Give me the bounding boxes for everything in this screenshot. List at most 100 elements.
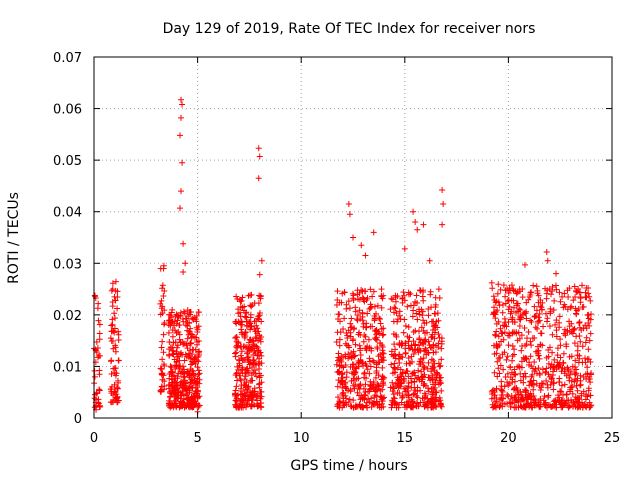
data-point bbox=[380, 403, 387, 410]
data-point bbox=[430, 349, 437, 356]
data-point bbox=[172, 397, 179, 404]
data-point bbox=[535, 398, 542, 405]
data-point bbox=[245, 318, 252, 325]
data-point bbox=[108, 322, 115, 329]
data-point bbox=[167, 344, 174, 351]
data-point bbox=[582, 322, 589, 329]
data-point bbox=[160, 331, 167, 338]
data-point bbox=[400, 329, 407, 336]
data-point bbox=[501, 401, 508, 408]
data-point bbox=[559, 364, 566, 371]
data-point bbox=[374, 345, 381, 352]
data-point bbox=[235, 310, 242, 317]
data-point bbox=[182, 351, 189, 358]
data-point bbox=[416, 361, 423, 368]
data-point bbox=[158, 297, 165, 304]
data-point bbox=[371, 388, 378, 395]
data-point bbox=[489, 404, 496, 411]
data-point bbox=[568, 384, 575, 391]
data-point bbox=[350, 382, 357, 389]
data-point bbox=[586, 322, 593, 329]
data-point bbox=[247, 314, 254, 321]
data-point bbox=[195, 353, 202, 360]
data-point bbox=[577, 338, 584, 345]
data-point bbox=[414, 226, 421, 233]
data-point bbox=[343, 329, 350, 336]
data-point bbox=[357, 345, 364, 352]
data-point bbox=[587, 359, 594, 366]
data-point bbox=[402, 388, 409, 395]
data-point bbox=[238, 297, 245, 304]
data-point bbox=[497, 325, 504, 332]
data-point bbox=[175, 328, 182, 335]
data-point bbox=[111, 329, 118, 336]
data-point bbox=[179, 159, 186, 166]
data-point bbox=[493, 385, 500, 392]
data-point bbox=[391, 395, 398, 402]
data-point bbox=[177, 309, 184, 316]
data-point bbox=[534, 348, 541, 355]
data-point bbox=[346, 305, 353, 312]
data-point bbox=[345, 298, 352, 305]
data-point bbox=[417, 387, 424, 394]
data-point bbox=[249, 337, 256, 344]
data-point bbox=[522, 342, 529, 349]
data-point bbox=[191, 394, 198, 401]
data-point bbox=[159, 282, 166, 289]
data-point bbox=[393, 310, 400, 317]
data-point bbox=[430, 318, 437, 325]
data-point bbox=[498, 391, 505, 398]
data-point bbox=[248, 303, 255, 310]
y-tick-label: 0.01 bbox=[53, 360, 82, 375]
data-point bbox=[178, 378, 185, 385]
data-point bbox=[540, 323, 547, 330]
data-point bbox=[165, 329, 172, 336]
data-point bbox=[509, 357, 516, 364]
data-point bbox=[561, 368, 568, 375]
data-point bbox=[438, 345, 445, 352]
data-point bbox=[345, 399, 352, 406]
data-point bbox=[409, 313, 416, 320]
data-point bbox=[165, 385, 172, 392]
data-point bbox=[174, 375, 181, 382]
data-point bbox=[387, 384, 394, 391]
axis-ticks: 0 0.01 0.02 0.03 0.04 0.05 0.06 0.07 0 5 10 15 20 25 bbox=[53, 51, 620, 446]
data-point bbox=[556, 379, 563, 386]
data-point bbox=[416, 311, 423, 318]
data-point bbox=[160, 265, 167, 272]
data-point bbox=[96, 330, 103, 337]
data-point bbox=[504, 370, 511, 377]
data-point bbox=[347, 333, 354, 340]
data-point bbox=[431, 360, 438, 367]
data-point bbox=[564, 287, 571, 294]
data-point bbox=[494, 290, 501, 297]
data-point bbox=[588, 402, 595, 409]
data-point bbox=[115, 331, 122, 338]
data-point bbox=[548, 291, 555, 298]
data-point bbox=[403, 402, 410, 409]
data-point bbox=[577, 372, 584, 379]
data-point bbox=[405, 391, 412, 398]
data-point bbox=[571, 283, 578, 290]
data-point bbox=[392, 298, 399, 305]
data-point bbox=[431, 384, 438, 391]
data-point bbox=[341, 289, 348, 296]
data-point bbox=[357, 315, 364, 322]
data-point bbox=[186, 398, 193, 405]
data-point bbox=[363, 347, 370, 354]
data-point bbox=[334, 329, 341, 336]
data-point bbox=[508, 316, 515, 323]
data-point bbox=[351, 325, 358, 332]
data-point bbox=[516, 323, 523, 330]
data-point bbox=[526, 359, 533, 366]
data-point bbox=[501, 383, 508, 390]
data-point bbox=[187, 309, 194, 316]
data-point bbox=[115, 357, 122, 364]
data-point bbox=[537, 330, 544, 337]
data-point bbox=[243, 379, 250, 386]
data-point bbox=[565, 294, 572, 301]
data-point bbox=[489, 285, 496, 292]
data-point bbox=[580, 388, 587, 395]
data-point bbox=[500, 336, 507, 343]
data-point bbox=[413, 375, 420, 382]
